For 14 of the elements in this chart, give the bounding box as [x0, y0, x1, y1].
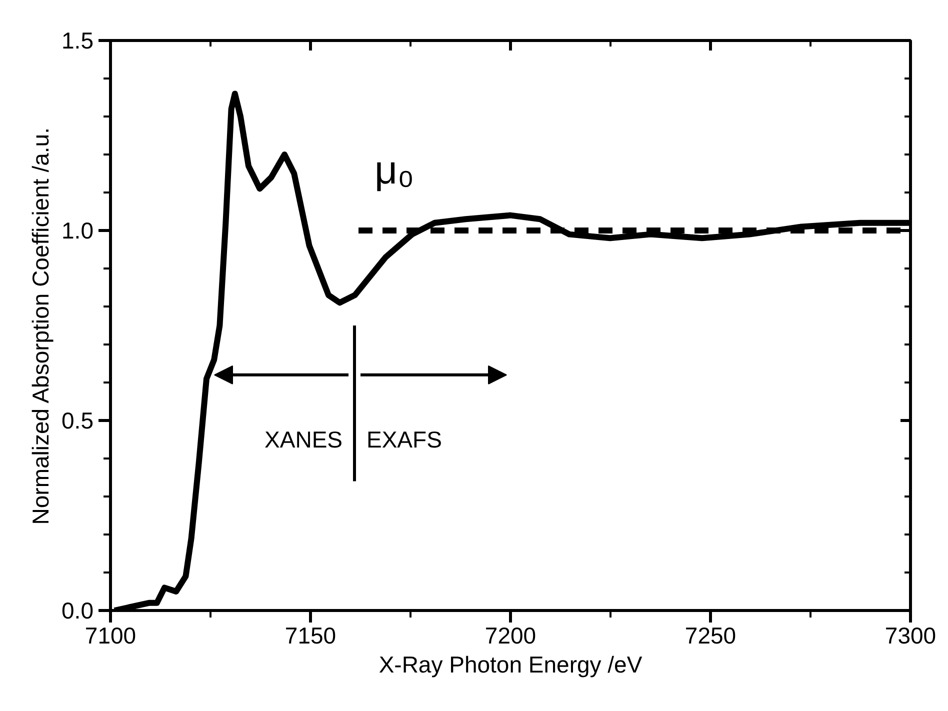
series-label: μ₀	[374, 148, 414, 192]
x-tick-label: 7100	[84, 622, 136, 648]
y-tick-label: 1.5	[62, 28, 94, 54]
y-tick-label: 1.0	[62, 218, 94, 244]
x-axis-title: X-Ray Photon Energy /eV	[378, 652, 643, 678]
x-tick-label: 7300	[884, 622, 936, 648]
y-axis-title: Normalized Absorption Coefficient /a.u.	[28, 128, 54, 525]
x-tick-label: 7250	[684, 622, 736, 648]
x-tick-label: 7150	[284, 622, 336, 648]
annotation: EXAFS	[366, 426, 442, 452]
x-tick-label: 7200	[484, 622, 536, 648]
y-tick-label: 0.0	[62, 598, 94, 624]
y-tick-label: 0.5	[62, 408, 94, 434]
annotation: XANES	[264, 426, 343, 452]
